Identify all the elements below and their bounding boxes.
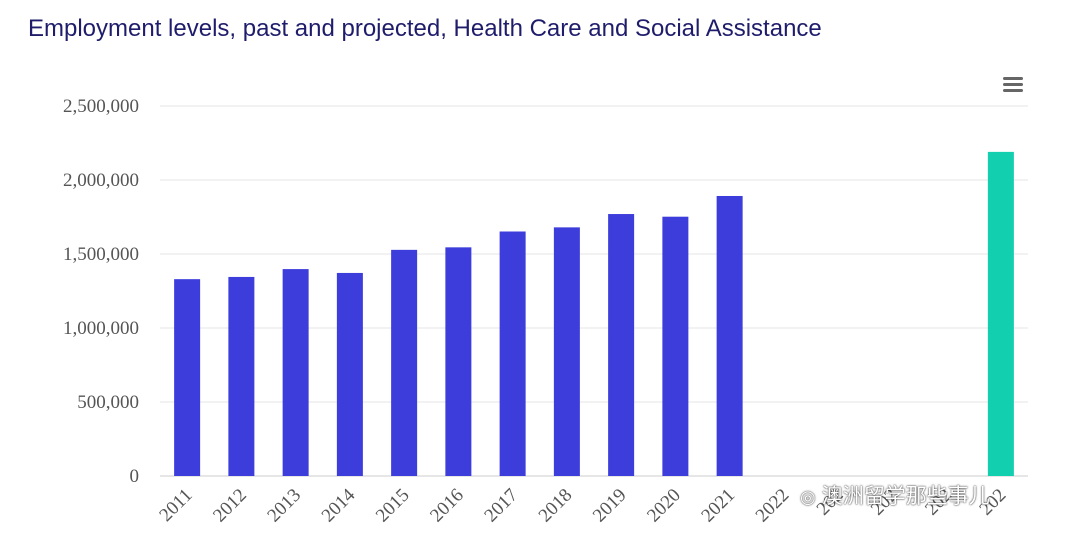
bars: [174, 151, 1014, 477]
x-tick-label: 2021: [697, 485, 739, 527]
x-tick-label: 2012: [209, 485, 251, 527]
bar-2013[interactable]: [282, 269, 309, 476]
x-tick-label: 2019: [589, 485, 631, 527]
watermark: ◎ 澳洲留学那些事儿: [800, 480, 990, 510]
bar-2021[interactable]: [716, 195, 743, 476]
bar-2011[interactable]: [174, 279, 201, 476]
y-tick-label: 1,000,000: [63, 318, 139, 339]
x-tick-label: 2014: [318, 484, 360, 526]
menu-bar-2: [1003, 83, 1023, 86]
chart-title: Employment levels, past and projected, H…: [28, 15, 822, 42]
menu-bar-3: [1003, 89, 1023, 92]
hamburger-menu-icon[interactable]: [1000, 74, 1026, 96]
menu-bar-1: [1003, 77, 1023, 80]
x-tick-label: 2011: [155, 485, 196, 526]
y-axis-ticks: 0 500,000 1,000,000 1,500,000 2,000,000 2,500…: [63, 96, 139, 487]
x-tick-label: 2016: [426, 485, 468, 527]
x-tick-label: 2022: [752, 485, 794, 527]
bar-2012[interactable]: [228, 276, 255, 476]
bar-2014[interactable]: [336, 272, 363, 476]
bar-2017[interactable]: [499, 231, 526, 476]
bar-2015[interactable]: [391, 249, 418, 476]
x-tick-label: 2013: [263, 485, 305, 527]
y-tick-label: 1,500,000: [63, 244, 139, 265]
bar-2019[interactable]: [608, 214, 635, 477]
x-tick-label: 2020: [643, 485, 685, 527]
y-tick-label: 2,000,000: [63, 170, 139, 191]
bar-2018[interactable]: [553, 227, 580, 476]
wechat-icon: ◎: [800, 487, 816, 507]
y-tick-label: 0: [130, 466, 140, 487]
bar-2016[interactable]: [445, 247, 472, 476]
bar-2026[interactable]: [987, 151, 1014, 476]
watermark-text: 澳洲留学那些事儿: [821, 485, 990, 508]
x-tick-label: 2017: [480, 485, 522, 527]
x-tick-label: 2018: [535, 485, 577, 527]
bar-2020[interactable]: [662, 216, 689, 477]
x-tick-label: 2015: [372, 485, 414, 527]
y-tick-label: 2,500,000: [63, 96, 139, 117]
y-tick-label: 500,000: [77, 392, 139, 413]
